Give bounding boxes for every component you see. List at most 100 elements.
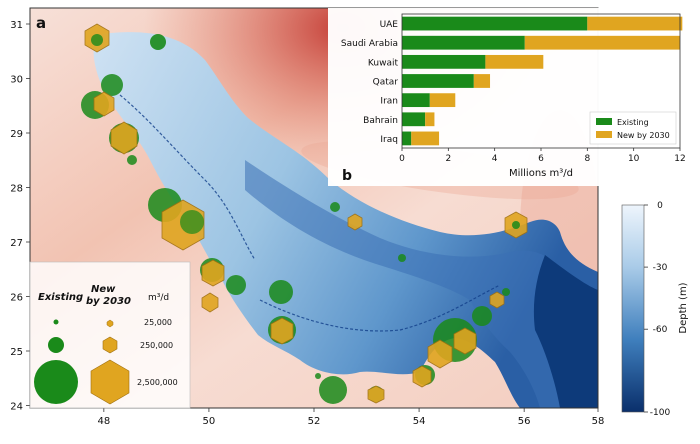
colorbar-tick-label: 0 xyxy=(657,201,663,211)
bar-new-by-2030 xyxy=(429,93,456,108)
bar-new-by-2030 xyxy=(411,131,440,146)
bar-x-tick-label: 4 xyxy=(492,154,498,164)
existing-plant-marker xyxy=(269,280,293,304)
depth-colorbar: 0 -30 -60 -100 Depth (m) xyxy=(621,201,689,418)
map-x-tick-label: 56 xyxy=(518,416,531,427)
plant-markers xyxy=(81,23,528,404)
existing-plant-marker xyxy=(315,373,321,379)
existing-plant-marker xyxy=(330,202,340,212)
legend-swatch-new xyxy=(596,131,612,138)
bar-existing xyxy=(402,74,474,88)
map-x-tick-label: 58 xyxy=(592,416,605,427)
bar-category-label: Qatar xyxy=(373,78,399,88)
bar-category-label: Saudi Arabia xyxy=(341,39,398,49)
map-y-tick-label: 29 xyxy=(10,129,23,140)
existing-plant-marker xyxy=(472,306,492,326)
legend-unit: m³/d xyxy=(148,293,169,303)
map-y-tick-label: 31 xyxy=(10,20,23,31)
legend-label-new: New by 2030 xyxy=(617,131,670,140)
new-plant-marker xyxy=(427,339,453,369)
bar-category-labels: UAE Saudi Arabia Kuwait Qatar Iran Bahrain Ira… xyxy=(341,20,399,145)
bar-new-by-2030 xyxy=(587,16,683,31)
bar-x-axis-title: Millions m³/d xyxy=(509,168,573,179)
bar-existing xyxy=(402,54,486,69)
bar-x-tick-label: 2 xyxy=(445,154,451,164)
existing-plant-marker xyxy=(319,376,347,404)
existing-plant-marker xyxy=(91,34,103,46)
colorbar-tick-label: -100 xyxy=(650,408,671,418)
legend-new-title-line1: New xyxy=(91,284,116,295)
bar-x-tick-label: 8 xyxy=(584,154,590,164)
map-x-tick-label: 52 xyxy=(308,416,321,427)
map-y-tick-label: 25 xyxy=(10,347,23,358)
legend-new-title-line2: by 2030 xyxy=(86,296,131,307)
legend-size-medium: 250,000 xyxy=(140,341,173,350)
legend-existing-large xyxy=(34,360,78,404)
panel-a-label: a xyxy=(36,14,46,32)
bar-legend: Existing New by 2030 xyxy=(589,111,677,145)
deep-channel xyxy=(245,160,598,408)
colorbar-gradient xyxy=(621,204,645,413)
existing-plant-marker xyxy=(502,288,510,296)
bar-x-tick-label: 12 xyxy=(674,154,685,164)
bar-plot-frame xyxy=(401,13,681,149)
map-y-tick-label: 26 xyxy=(10,293,23,304)
bar-new-by-2030 xyxy=(473,74,491,88)
existing-plant-marker xyxy=(398,254,406,262)
bar-existing xyxy=(402,35,525,50)
new-plant-marker xyxy=(93,91,115,117)
gulf-water xyxy=(93,32,598,408)
bar-category-label: Kuwait xyxy=(368,58,399,68)
legend-new-small xyxy=(106,319,114,328)
bar-category-label: Iraq xyxy=(380,135,398,145)
bar-existing xyxy=(402,16,588,31)
bar-category-label: Iran xyxy=(380,97,398,107)
bar-category-label: Bahrain xyxy=(363,116,398,126)
existing-plant-marker xyxy=(180,210,204,234)
colorbar-ticks: 0 -30 -60 -100 xyxy=(644,201,670,418)
colorbar-tick-label: -30 xyxy=(653,263,668,273)
new-plant-marker xyxy=(347,213,363,231)
new-plant-marker xyxy=(201,259,225,287)
colorbar-title: Depth (m) xyxy=(678,282,689,333)
existing-plant-marker xyxy=(101,74,123,96)
legend-new-large xyxy=(90,359,130,405)
bar-x-axis: 0 2 4 6 8 10 12 xyxy=(399,148,686,164)
bar-x-tick-label: 10 xyxy=(628,154,640,164)
new-plant-marker xyxy=(110,121,138,155)
new-plant-marker xyxy=(270,317,294,345)
new-plant-marker xyxy=(367,385,385,404)
legend-size-small: 25,000 xyxy=(144,318,172,327)
bar-new-by-2030 xyxy=(485,54,544,69)
map-y-tick-label: 28 xyxy=(10,184,23,195)
legend-existing-small xyxy=(53,319,59,325)
deep-oman xyxy=(533,255,598,408)
map-y-tick-label: 24 xyxy=(10,402,23,413)
map-y-axis: 31 30 29 28 27 26 25 24 xyxy=(10,20,30,413)
bar-existing xyxy=(402,112,426,127)
bar-new-by-2030 xyxy=(524,35,680,50)
panel-b-label: b xyxy=(342,168,352,184)
existing-plant-marker xyxy=(150,34,166,50)
bar-chart-panel: b UAE Saudi Arabia Kuwait Qatar Iran Bahrain I… xyxy=(328,8,698,186)
map-x-tick-label: 48 xyxy=(97,416,110,427)
existing-plant-marker xyxy=(127,155,137,165)
colorbar-tick-label: -60 xyxy=(653,325,668,335)
coastline-east xyxy=(259,284,501,332)
bar-category-label: UAE xyxy=(380,20,399,30)
bar-existing xyxy=(402,93,430,108)
new-plant-marker xyxy=(489,291,505,309)
new-plant-marker xyxy=(201,292,219,313)
map-x-tick-label: 50 xyxy=(203,416,216,427)
map-x-tick-label: 54 xyxy=(413,416,426,427)
bar-new-by-2030 xyxy=(425,112,435,127)
bar-series xyxy=(402,16,683,146)
bar-existing xyxy=(402,131,412,146)
legend-existing-title: Existing xyxy=(38,292,83,303)
legend-label-existing: Existing xyxy=(617,118,649,127)
existing-plant-marker xyxy=(512,221,520,229)
new-plant-marker xyxy=(453,327,477,355)
map-y-tick-label: 30 xyxy=(10,75,23,86)
bar-legend-box xyxy=(589,111,677,145)
